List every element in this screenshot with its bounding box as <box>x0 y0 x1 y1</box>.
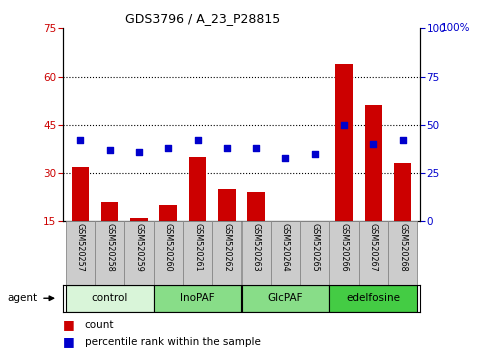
Text: GSM520258: GSM520258 <box>105 223 114 272</box>
Point <box>311 151 319 156</box>
Bar <box>242 285 329 312</box>
Point <box>194 137 201 143</box>
Text: GSM520266: GSM520266 <box>340 223 349 272</box>
Text: GSM520259: GSM520259 <box>134 223 143 272</box>
Text: GSM520260: GSM520260 <box>164 223 173 272</box>
Bar <box>335 64 353 221</box>
Text: count: count <box>85 320 114 330</box>
Text: agent: agent <box>7 293 37 303</box>
Text: GSM520257: GSM520257 <box>76 223 85 272</box>
Text: GSM520262: GSM520262 <box>222 223 231 272</box>
Bar <box>212 221 242 285</box>
Point <box>399 137 407 143</box>
Point <box>369 141 377 147</box>
Point <box>223 145 231 151</box>
Bar <box>66 221 95 285</box>
Bar <box>101 202 118 221</box>
Bar <box>95 221 124 285</box>
Bar <box>154 221 183 285</box>
Bar <box>365 105 382 221</box>
Point <box>76 137 84 143</box>
Text: GSM520264: GSM520264 <box>281 223 290 272</box>
Bar <box>300 221 329 285</box>
Point <box>164 145 172 151</box>
Bar <box>242 221 271 285</box>
Bar <box>388 221 417 285</box>
Text: InoPAF: InoPAF <box>180 293 215 303</box>
Text: GSM520263: GSM520263 <box>252 223 261 272</box>
Text: GSM520261: GSM520261 <box>193 223 202 272</box>
Bar <box>183 221 212 285</box>
Y-axis label: 100%: 100% <box>441 23 471 33</box>
Bar <box>71 167 89 221</box>
Text: percentile rank within the sample: percentile rank within the sample <box>85 337 260 347</box>
Bar <box>329 285 417 312</box>
Bar <box>271 221 300 285</box>
Text: GlcPAF: GlcPAF <box>268 293 303 303</box>
Text: edelfosine: edelfosine <box>346 293 400 303</box>
Bar <box>394 164 412 221</box>
Text: GDS3796 / A_23_P28815: GDS3796 / A_23_P28815 <box>125 12 281 25</box>
Bar <box>154 285 242 312</box>
Bar <box>359 221 388 285</box>
Text: GSM520268: GSM520268 <box>398 223 407 272</box>
Point <box>106 147 114 153</box>
Bar <box>66 285 154 312</box>
Point <box>135 149 143 155</box>
Bar <box>124 221 154 285</box>
Text: ■: ■ <box>63 335 74 348</box>
Text: GSM520267: GSM520267 <box>369 223 378 272</box>
Bar <box>218 189 236 221</box>
Point <box>340 122 348 128</box>
Bar <box>247 192 265 221</box>
Text: ■: ■ <box>63 319 74 331</box>
Point <box>282 155 289 160</box>
Bar <box>189 157 206 221</box>
Bar <box>130 218 148 221</box>
Text: GSM520265: GSM520265 <box>310 223 319 272</box>
Bar <box>329 221 359 285</box>
Bar <box>159 205 177 221</box>
Text: control: control <box>91 293 128 303</box>
Point <box>252 145 260 151</box>
